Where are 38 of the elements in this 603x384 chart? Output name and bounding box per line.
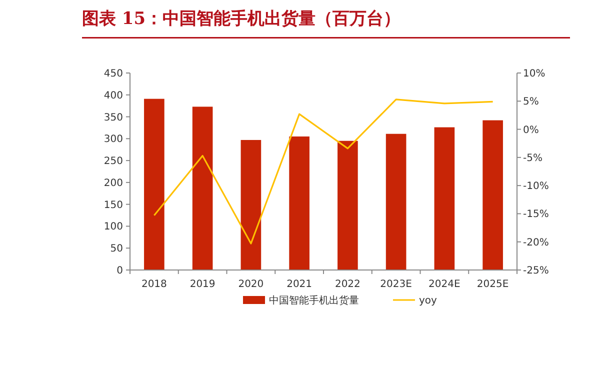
x-tick-label: 2025E: [476, 279, 509, 290]
y-tick-label: 350: [104, 112, 123, 124]
bar: [386, 134, 406, 270]
y-tick-label: 50: [110, 244, 123, 255]
y2-tick-label: -20%: [523, 237, 549, 248]
line-series: [153, 98, 494, 244]
bar: [434, 127, 455, 270]
bar: [192, 106, 213, 270]
x-tick-label: 2024E: [428, 279, 460, 290]
bar: [240, 140, 262, 270]
y2-tick-label: 5%: [523, 96, 539, 108]
y-tick-label: 400: [104, 90, 123, 102]
x-tick-label: 2022: [334, 279, 360, 290]
y2-tick-label: -10%: [523, 181, 549, 192]
legend-label: 中国智能手机出货量: [269, 294, 359, 306]
y-tick-label: 250: [104, 156, 123, 168]
x-tick-label: 2023E: [380, 279, 412, 290]
legend-label: yoy: [419, 296, 438, 306]
y2-tick-label: -5%: [523, 152, 542, 164]
y-tick-label: 450: [104, 68, 123, 80]
y-tick-label: 0: [116, 266, 123, 276]
y2-tick-label: 0%: [523, 124, 539, 136]
x-tick-label: 2021: [286, 279, 312, 290]
bar: [482, 120, 503, 270]
bar: [338, 140, 358, 270]
x-tick-label: 2018: [141, 279, 167, 290]
bar: [289, 136, 310, 270]
bar: [144, 98, 164, 270]
x-tick-label: 2019: [190, 279, 216, 290]
y-tick-label: 150: [104, 200, 123, 211]
y-tick-label: 200: [104, 178, 123, 189]
y2-tick-label: -25%: [523, 266, 549, 276]
y2-tick-label: -15%: [523, 209, 549, 220]
chart-title: 图表 15：中国智能手机出货量（百万台）: [82, 9, 401, 29]
x-tick-label: 2020: [238, 279, 264, 290]
y-tick-label: 100: [104, 222, 123, 233]
y2-tick-label: 10%: [523, 68, 546, 80]
y-tick-label: 300: [104, 134, 123, 146]
